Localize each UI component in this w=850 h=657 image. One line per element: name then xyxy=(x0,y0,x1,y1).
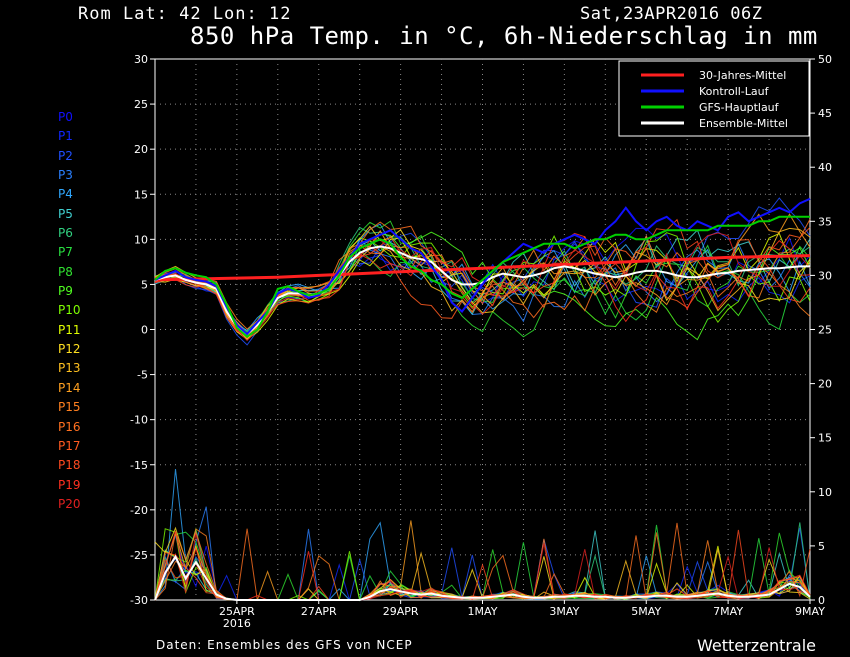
member-label-p4: P4 xyxy=(58,187,73,202)
y-right-tick-label: 0 xyxy=(818,594,825,607)
legend-label-2: GFS-Hauptlauf xyxy=(699,101,780,114)
y-left-tick-label: -10 xyxy=(130,414,148,427)
data-source-label: Daten: Ensembles des GFS von NCEP xyxy=(156,638,413,652)
y-left-tick-label: -25 xyxy=(130,549,148,562)
member-label-p3: P3 xyxy=(58,168,73,183)
member-label-p0: P0 xyxy=(58,110,73,124)
legend-label-1: Kontroll-Lauf xyxy=(699,85,770,98)
y-right-tick-label: 10 xyxy=(818,486,832,499)
series-line-kontroll-lauf xyxy=(154,197,811,336)
legend-label-3: Ensemble-Mittel xyxy=(699,117,788,130)
y-left-tick-label: 25 xyxy=(134,98,148,111)
y-right-tick-label: 30 xyxy=(818,269,832,282)
member-label-p9: P9 xyxy=(58,284,73,299)
y-left-tick-label: -5 xyxy=(137,369,148,382)
y-left-tick-label: 0 xyxy=(141,324,148,337)
member-label-p15: P15 xyxy=(58,400,81,415)
legend-label-0: 30-Jahres-Mittel xyxy=(699,69,786,82)
member-label-p2: P2 xyxy=(58,148,73,163)
member-label-p1: P1 xyxy=(58,129,73,144)
member-temp-line-p20 xyxy=(154,232,811,342)
member-label-p8: P8 xyxy=(58,264,73,279)
x-tick-label: 29APR xyxy=(383,605,419,618)
brand-label: Wetterzentrale xyxy=(697,636,817,655)
member-label-p17: P17 xyxy=(58,438,81,453)
y-right-tick-label: 45 xyxy=(818,107,832,120)
member-label-p18: P18 xyxy=(58,458,81,473)
member-label-p19: P19 xyxy=(58,477,81,492)
run-date-label: Sat,23APR2016 06Z xyxy=(580,4,763,24)
member-label-p12: P12 xyxy=(58,342,81,357)
y-right-tick-label: 25 xyxy=(818,324,832,337)
series-line-gfs-hauptlauf xyxy=(154,215,810,338)
y-left-tick-label: 10 xyxy=(134,233,148,246)
member-label-p11: P11 xyxy=(58,322,81,337)
member-precip-line-p3 xyxy=(154,506,811,601)
member-label-p10: P10 xyxy=(58,303,81,318)
location-label: Rom Lat: 42 Lon: 12 xyxy=(78,4,292,24)
y-right-tick-label: 15 xyxy=(818,432,832,445)
y-left-tick-label: -30 xyxy=(130,594,148,607)
y-left-tick-label: -15 xyxy=(130,459,148,472)
member-label-p20: P20 xyxy=(58,496,81,511)
series-line-30-jahres-mittel xyxy=(154,254,811,282)
x-tick-label: 27APR xyxy=(301,605,337,618)
y-left-tick-label: 20 xyxy=(134,143,148,156)
ensemble-member-list: P0 P1 P2 P3 P4 P5 P6 P7 P8 P9 P10 P11 P12 P13 P14 P15 P1… xyxy=(58,108,81,514)
chart-title: 850 hPa Temp. in °C, 6h-Niederschlag in … xyxy=(190,22,818,50)
x-tick-label: 3MAY xyxy=(549,605,579,618)
y-right-tick-label: 35 xyxy=(818,215,832,228)
y-left-tick-label: -20 xyxy=(130,504,148,517)
y-right-tick-label: 5 xyxy=(818,540,825,553)
x-tick-label: 9MAY xyxy=(795,605,825,618)
series-line-ensemble-mittel-niederschlag xyxy=(154,554,811,601)
member-label-p6: P6 xyxy=(58,226,73,241)
y-right-tick-label: 20 xyxy=(818,378,832,391)
y-left-tick-label: 5 xyxy=(141,278,148,291)
member-label-p16: P16 xyxy=(58,419,81,434)
y-left-tick-label: 30 xyxy=(134,53,148,66)
x-tick-label: 25APR xyxy=(219,605,255,618)
y-right-tick-label: 40 xyxy=(818,161,832,174)
x-tick-label: 5MAY xyxy=(631,605,661,618)
x-tick-label: 7MAY xyxy=(713,605,743,618)
y-right-tick-label: 50 xyxy=(818,53,832,66)
x-tick-sublabel: 2016 xyxy=(223,617,251,630)
member-label-p13: P13 xyxy=(58,361,81,376)
x-tick-label: 1MAY xyxy=(468,605,498,618)
member-label-p5: P5 xyxy=(58,206,73,221)
member-precip-line-p19 xyxy=(154,531,811,601)
y-left-tick-label: 15 xyxy=(134,188,148,201)
member-label-p14: P14 xyxy=(58,380,81,395)
member-label-p7: P7 xyxy=(58,245,73,260)
